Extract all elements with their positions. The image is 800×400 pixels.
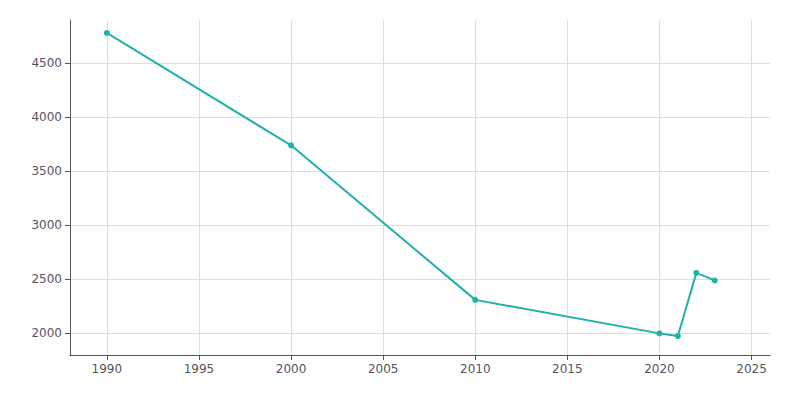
svg-text:1995: 1995	[184, 362, 215, 376]
svg-text:2025: 2025	[736, 362, 767, 376]
svg-text:2000: 2000	[276, 362, 307, 376]
svg-text:4000: 4000	[31, 110, 62, 124]
svg-text:2020: 2020	[644, 362, 675, 376]
svg-text:4500: 4500	[31, 56, 62, 70]
svg-text:3000: 3000	[31, 218, 62, 232]
svg-text:2010: 2010	[460, 362, 491, 376]
svg-text:3500: 3500	[31, 164, 62, 178]
svg-text:2005: 2005	[368, 362, 399, 376]
svg-text:2015: 2015	[552, 362, 583, 376]
svg-text:1990: 1990	[92, 362, 123, 376]
svg-text:2000: 2000	[31, 326, 62, 340]
svg-text:2500: 2500	[31, 272, 62, 286]
